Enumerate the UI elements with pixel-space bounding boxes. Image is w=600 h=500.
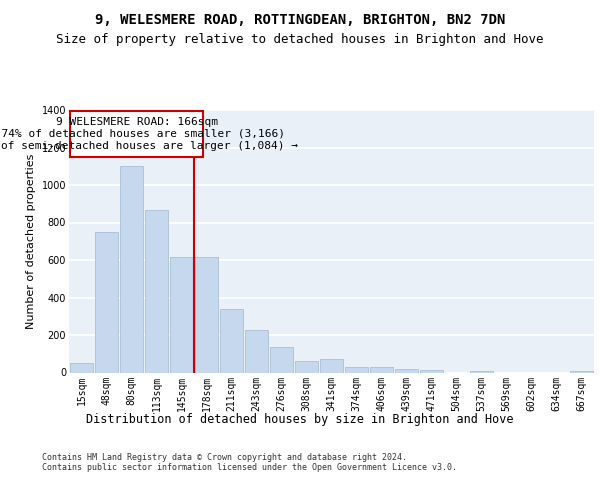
Bar [395,369,418,372]
Text: Size of property relative to detached houses in Brighton and Hove: Size of property relative to detached ho… [56,32,544,46]
Bar [70,111,203,157]
Bar [295,361,318,372]
Y-axis label: Number of detached properties: Number of detached properties [26,154,36,329]
Bar [170,257,193,372]
Text: 9 WELESMERE ROAD: 166sqm: 9 WELESMERE ROAD: 166sqm [56,116,218,126]
Bar [195,257,218,372]
Bar [120,166,143,372]
Bar [220,308,243,372]
Text: Contains HM Land Registry data © Crown copyright and database right 2024.
Contai: Contains HM Land Registry data © Crown c… [42,452,457,472]
Bar [270,347,293,372]
Bar [345,367,368,372]
Bar [320,360,343,372]
Bar [370,367,393,372]
Bar [245,330,268,372]
Text: Distribution of detached houses by size in Brighton and Hove: Distribution of detached houses by size … [86,412,514,426]
Bar [570,370,593,372]
Text: 25% of semi-detached houses are larger (1,084) →: 25% of semi-detached houses are larger (… [0,142,299,152]
Bar [70,363,93,372]
Text: 9, WELESMERE ROAD, ROTTINGDEAN, BRIGHTON, BN2 7DN: 9, WELESMERE ROAD, ROTTINGDEAN, BRIGHTON… [95,12,505,26]
Bar [95,232,118,372]
Bar [470,370,493,372]
Bar [420,370,443,372]
Text: ← 74% of detached houses are smaller (3,166): ← 74% of detached houses are smaller (3,… [0,129,285,139]
Bar [145,210,168,372]
